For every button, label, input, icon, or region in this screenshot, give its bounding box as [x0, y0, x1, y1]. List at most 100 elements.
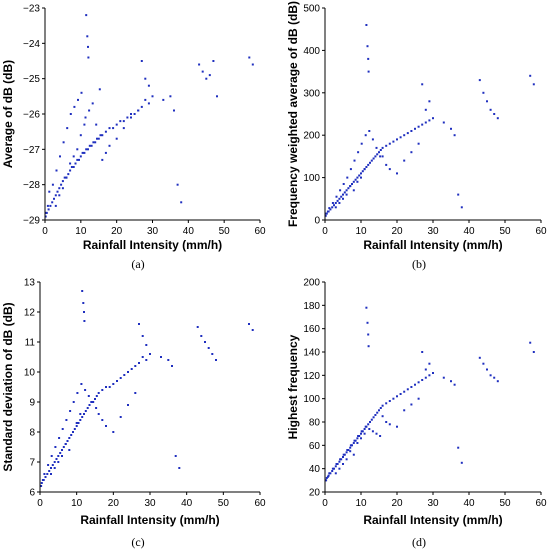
data-point [396, 172, 398, 175]
y-tick-label: 120 [303, 371, 320, 382]
y-tick-label: 20 [309, 488, 321, 499]
data-point [339, 458, 342, 461]
data-point [144, 77, 147, 80]
data-point [112, 383, 115, 385]
data-point [327, 474, 330, 477]
data-point [336, 199, 339, 202]
data-point [376, 411, 379, 414]
data-point [414, 383, 416, 386]
data-point [62, 446, 65, 448]
data-point [149, 353, 151, 355]
y-tick-label: 100 [303, 394, 320, 405]
data-point [85, 148, 88, 151]
data-point [529, 74, 532, 77]
data-point [336, 463, 339, 465]
data-point [403, 409, 406, 412]
data-point [331, 470, 334, 472]
data-point [372, 157, 375, 160]
data-point [379, 407, 382, 409]
data-point [460, 461, 463, 464]
data-point [95, 395, 98, 397]
y-axis-label: Average of dB (dB) [1, 60, 15, 168]
data-point [248, 323, 250, 325]
data-point [147, 84, 150, 87]
data-point [376, 153, 379, 156]
data-point [360, 172, 362, 175]
data-point [388, 142, 391, 145]
data-point [64, 443, 67, 445]
data-point [72, 166, 75, 168]
x-tick-label: 40 [181, 498, 193, 509]
data-point [366, 45, 369, 48]
data-point [346, 449, 349, 451]
data-point [343, 453, 346, 456]
data-point [410, 403, 413, 406]
y-tick-label: 180 [303, 301, 320, 312]
data-point [134, 392, 137, 394]
data-point [101, 389, 104, 391]
data-point [77, 98, 79, 101]
data-point [63, 176, 66, 179]
y-tick-label: 12 [24, 308, 36, 319]
x-tick-label: 10 [355, 498, 367, 509]
data-point [410, 386, 413, 388]
data-points [324, 24, 535, 217]
data-point [324, 214, 327, 217]
y-axis-label: Standard deviation of dB (dB) [1, 302, 15, 471]
x-tick-label: 60 [254, 226, 266, 237]
data-point [364, 425, 367, 428]
data-point [84, 389, 87, 391]
data-point [410, 151, 413, 154]
data-point [396, 395, 398, 398]
data-point [127, 404, 129, 406]
data-point [130, 116, 132, 119]
x-tick-label: 20 [111, 226, 123, 237]
data-point [91, 401, 94, 403]
data-point [69, 410, 72, 412]
data-point [381, 415, 384, 418]
data-point [342, 456, 344, 458]
y-tick-label: 80 [309, 418, 321, 429]
data-point [370, 159, 373, 162]
data-point [65, 176, 68, 179]
x-tick-label: 10 [75, 226, 87, 237]
data-point [339, 189, 342, 192]
data-point [65, 419, 68, 421]
y-tick-label: 300 [303, 88, 320, 99]
data-point [51, 183, 54, 186]
data-point [75, 425, 78, 427]
data-point [83, 151, 86, 154]
data-point [417, 397, 420, 400]
data-point [357, 435, 360, 437]
data-point [130, 113, 132, 115]
data-point [104, 151, 107, 154]
data-point [75, 422, 78, 424]
data-point [176, 183, 179, 186]
data-point [421, 379, 424, 381]
data-point [95, 123, 98, 126]
data-point [457, 193, 460, 196]
data-point [478, 356, 481, 359]
data-point [371, 138, 374, 141]
data-point [105, 386, 107, 388]
x-tick-label: 10 [71, 498, 83, 509]
panel-caption: (c) [131, 535, 144, 549]
data-point [86, 35, 89, 38]
data-point [352, 180, 355, 183]
data-point [360, 437, 362, 440]
data-point [53, 467, 56, 469]
data-point [329, 208, 332, 211]
data-point [204, 341, 206, 343]
data-point [432, 372, 434, 374]
data-point [369, 421, 371, 423]
data-point [333, 467, 335, 470]
data-point [133, 113, 136, 115]
data-point [399, 136, 402, 139]
data-point [372, 416, 375, 419]
data-point [457, 446, 460, 449]
data-point [365, 306, 368, 309]
data-point [56, 190, 59, 193]
data-point [379, 435, 382, 437]
data-point [378, 151, 380, 154]
data-point [82, 302, 85, 304]
